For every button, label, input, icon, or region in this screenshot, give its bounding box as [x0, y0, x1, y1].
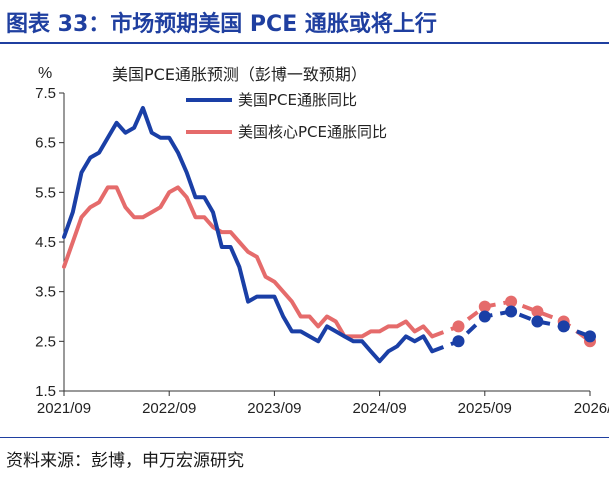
x-tick-label: 2024/09: [352, 400, 406, 417]
y-tick-label: 6.5: [35, 135, 56, 152]
forecast-point-core: [531, 305, 544, 318]
forecast-point-core: [505, 295, 518, 308]
forecast-point-headline: [505, 305, 518, 318]
chart-title: 美国PCE通胀预测（彭博一致预期）: [112, 65, 367, 84]
y-tick-label: 5.5: [35, 184, 56, 201]
forecast-point-headline: [478, 310, 491, 323]
y-tick-label: 2.5: [35, 333, 56, 350]
figure-title: 图表 33：市场预期美国 PCE 通胀或将上行: [6, 12, 437, 37]
header-rule: [0, 42, 609, 44]
series-line-headline: [62, 105, 435, 364]
figure-header: 图表 33：市场预期美国 PCE 通胀或将上行: [0, 0, 609, 44]
forecast-point-core: [478, 300, 491, 313]
forecast-point-core: [452, 320, 465, 333]
y-tick-label: 7.5: [35, 85, 56, 102]
forecast-point-headline: [452, 335, 465, 348]
x-tick-label: 2022/09: [142, 400, 196, 417]
forecast-point-headline: [531, 315, 544, 328]
forecast-point-headline: [557, 320, 570, 333]
legend: 美国PCE通胀同比 美国核心PCE通胀同比: [186, 91, 387, 141]
x-tick-label: 2026/09: [574, 400, 609, 417]
series-line-core: [62, 185, 435, 339]
legend-label-headline: 美国PCE通胀同比: [238, 91, 357, 109]
x-tick-label: 2025/09: [458, 400, 512, 417]
y-tick-label: 1.5: [35, 383, 56, 400]
x-tick-label: 2021/09: [37, 400, 91, 417]
y-axis-unit: %: [38, 65, 52, 82]
forecast-point-headline: [584, 330, 596, 343]
x-tick-label: 2023/09: [247, 400, 301, 417]
series-layer: [62, 105, 596, 364]
footer-rule: [0, 437, 609, 438]
pce-chart: % 美国PCE通胀预测（彭博一致预期） 7.5 6.5 5.5 4.5 3.5 2.5 1.…: [35, 65, 609, 417]
y-tick-label: 3.5: [35, 284, 56, 301]
legend-label-core: 美国核心PCE通胀同比: [238, 123, 387, 141]
y-tick-label: 4.5: [35, 234, 56, 251]
source-note: 资料来源：彭博，申万宏源研究: [6, 451, 244, 471]
